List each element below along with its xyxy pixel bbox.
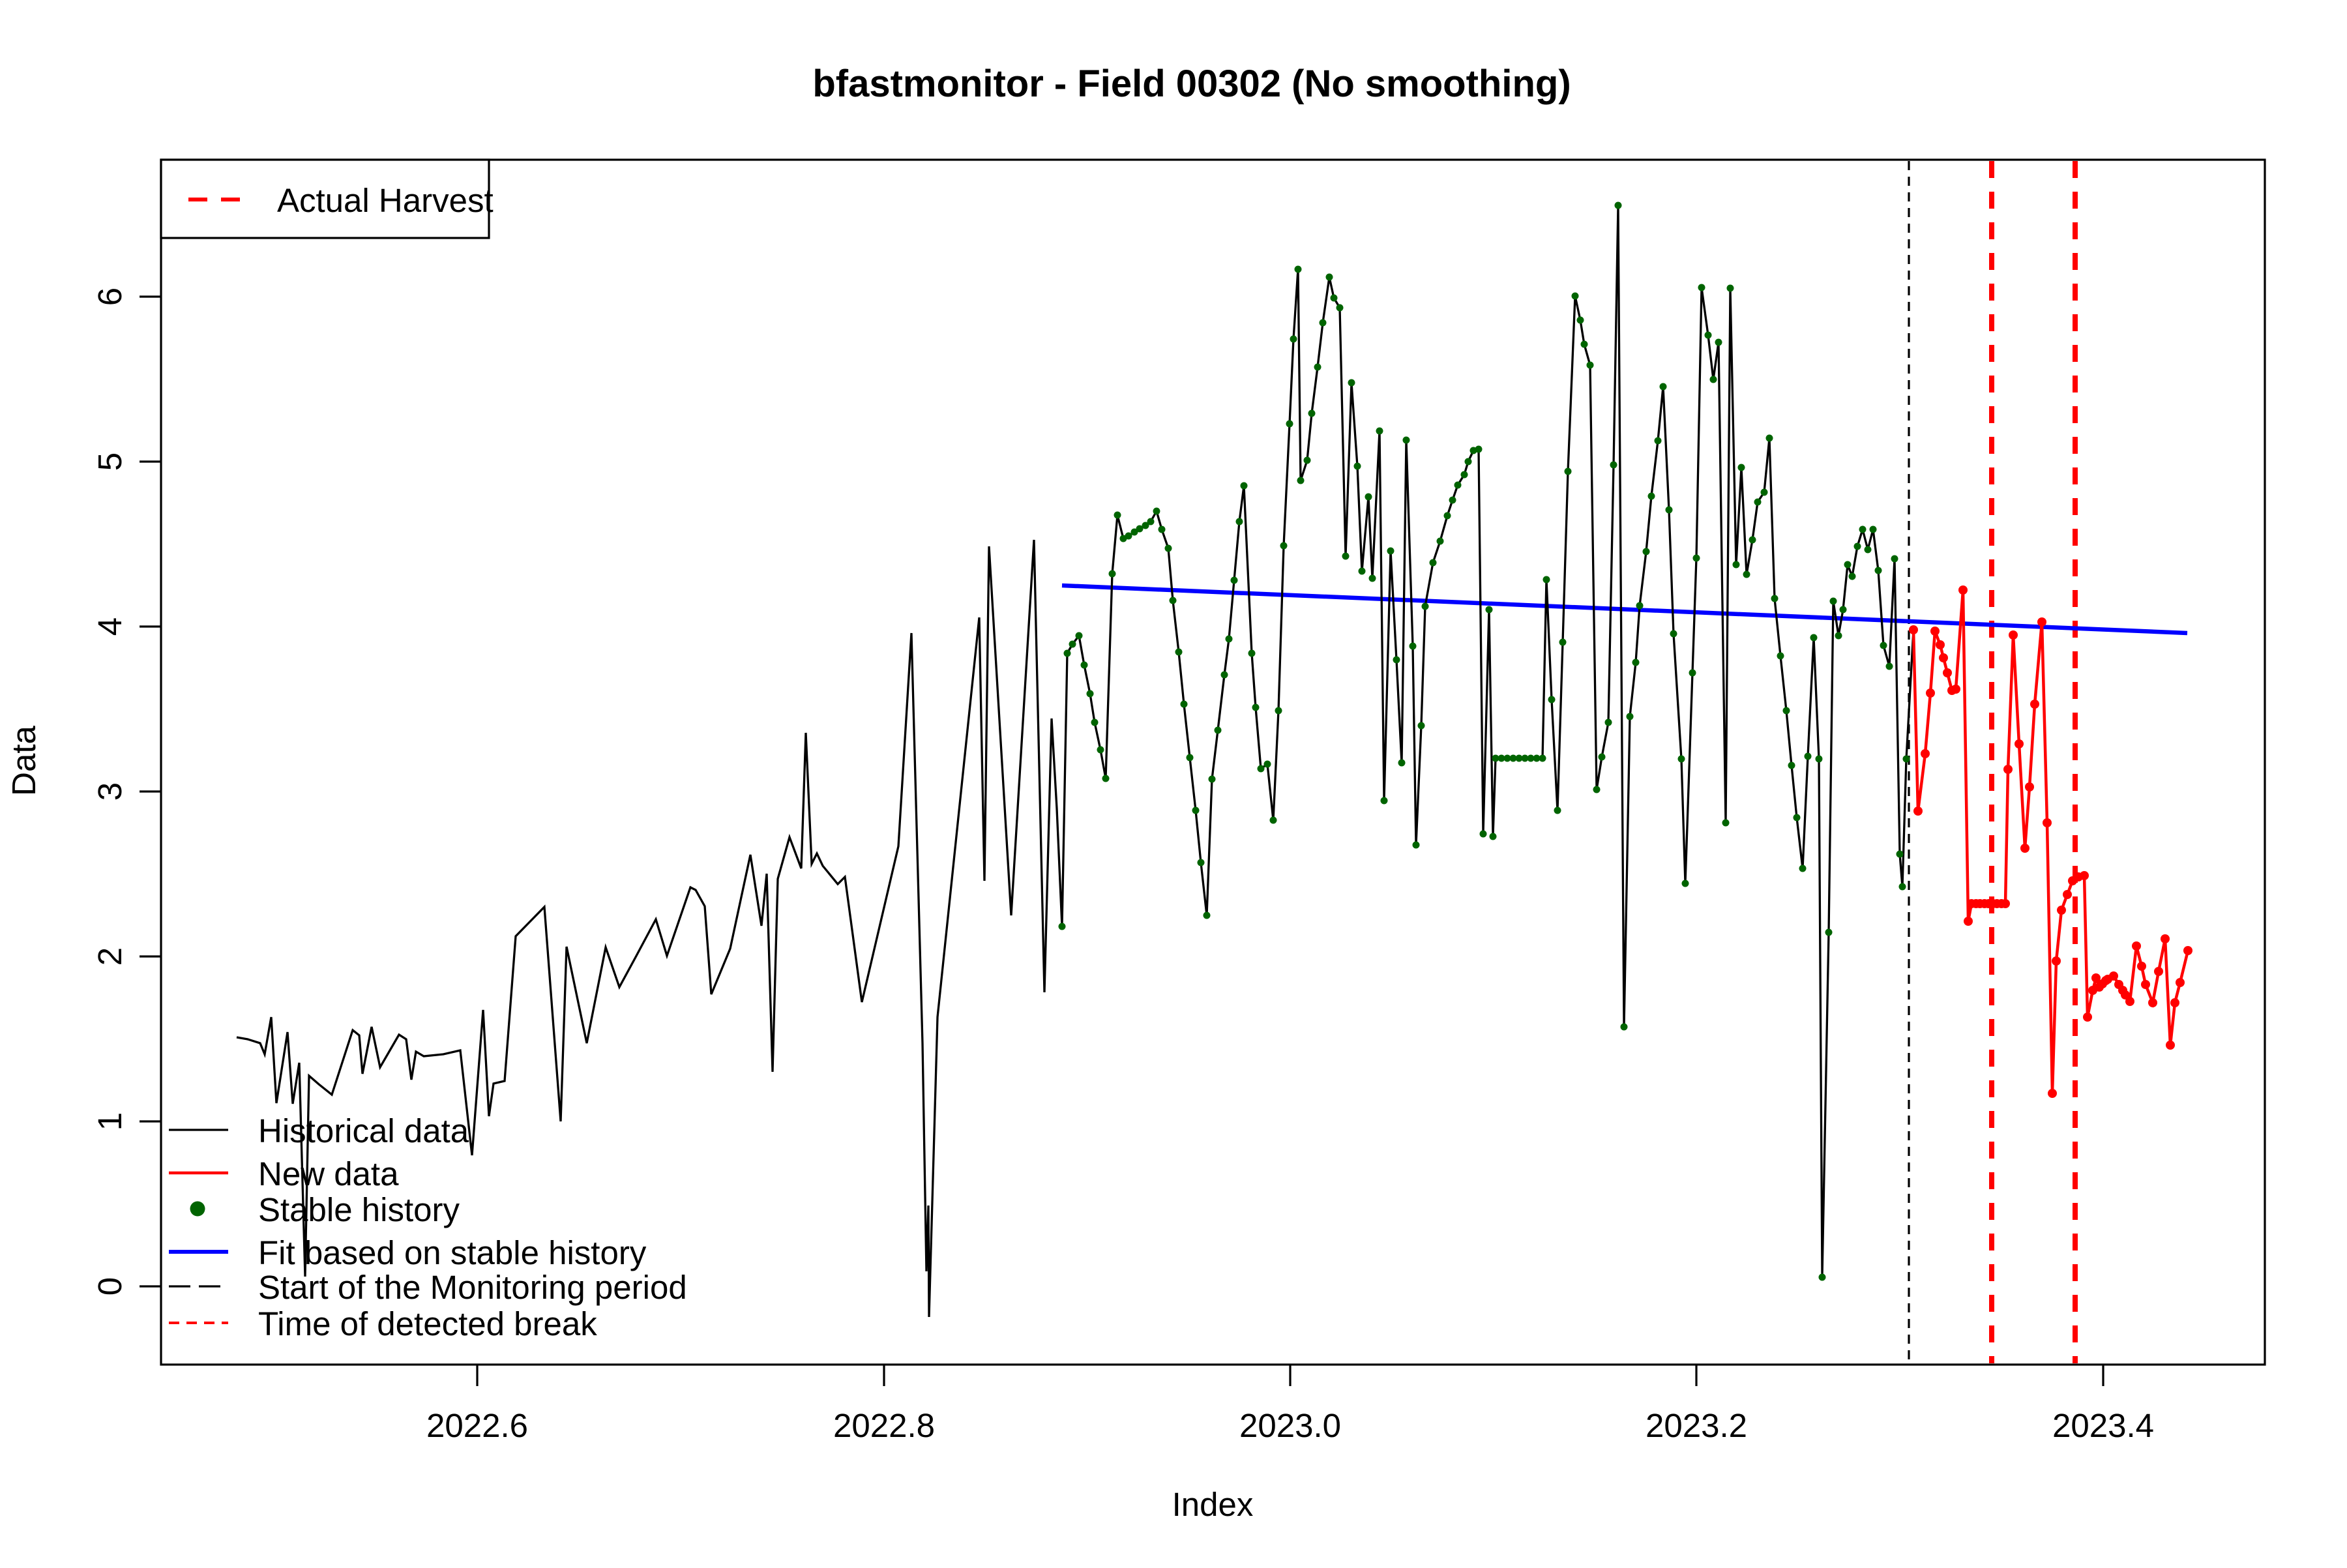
svg-text:4: 4	[91, 617, 128, 636]
svg-text:2022.6: 2022.6	[426, 1407, 528, 1444]
svg-text:Stable history: Stable history	[258, 1191, 460, 1228]
svg-text:Index: Index	[1172, 1486, 1254, 1523]
svg-text:2022.8: 2022.8	[833, 1407, 935, 1444]
svg-text:6: 6	[91, 288, 128, 306]
svg-text:Time of detected break: Time of detected break	[258, 1305, 597, 1342]
svg-text:Start of the Monitoring period: Start of the Monitoring period	[258, 1269, 687, 1306]
svg-text:Fit based on stable history: Fit based on stable history	[258, 1234, 647, 1271]
svg-text:2: 2	[91, 947, 128, 966]
svg-text:2023.2: 2023.2	[1646, 1407, 1747, 1444]
svg-text:New data: New data	[258, 1155, 399, 1192]
svg-text:Actual Harvest: Actual Harvest	[277, 182, 494, 219]
svg-text:2023.4: 2023.4	[2052, 1407, 2154, 1444]
svg-text:Historical data: Historical data	[258, 1112, 469, 1149]
svg-text:0: 0	[91, 1277, 128, 1295]
svg-text:5: 5	[91, 452, 128, 471]
svg-text:2023.0: 2023.0	[1239, 1407, 1341, 1444]
svg-text:Data: Data	[5, 726, 42, 796]
svg-text:3: 3	[91, 782, 128, 801]
svg-text:bfastmonitor - Field 00302 (No: bfastmonitor - Field 00302 (No smoothing…	[812, 63, 1571, 105]
svg-text:1: 1	[91, 1112, 128, 1131]
